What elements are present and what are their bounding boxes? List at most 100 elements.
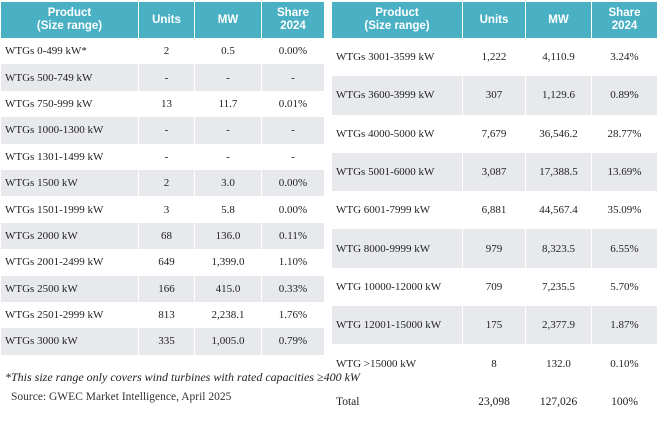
header-units: Units [463,2,526,38]
cell-units: 175 [463,306,526,345]
table-row: WTGs 3000 kW 335 1,005.0 0.79% [1,328,324,355]
table-row: WTGs 1501-1999 kW 3 5.8 0.00% [1,196,324,223]
total-row: Total 23,098 127,026 100% [332,382,657,421]
cell-share: 0.01% [262,90,324,118]
cell-share: 1.87% [592,306,657,345]
header-product-label: Product [375,7,419,19]
cell-share: 1.76% [262,301,324,329]
cell-product: WTGs 3001-3599 kW [332,38,463,77]
total-product: Total [332,382,463,421]
cell-share: - [262,117,324,144]
total-units: 23,098 [463,382,526,421]
cell-units: 649 [139,249,195,276]
cell-mw: 7,235.5 [526,267,592,307]
cell-mw: 44,567.4 [526,191,592,230]
cell-product: WTG 10000-12000 kW [332,267,463,307]
cell-mw: 415.0 [195,275,262,302]
cell-share: 0.00% [262,169,324,197]
cell-units: 813 [139,301,195,329]
cell-mw: 3.0 [195,169,262,197]
cell-mw: 132.0 [526,344,592,383]
table-row: WTGs 2000 kW 68 136.0 0.11% [1,222,324,250]
cell-share: 0.00% [262,196,324,223]
cell-units: 307 [463,76,526,115]
cell-product: WTGs 1000-1300 kW [1,117,139,144]
table-row: WTGs 3001-3599 kW 1,222 4,110.9 3.24% [332,38,657,77]
cell-product: WTGs 3600-3999 kW [332,76,463,115]
cell-units: 8 [463,344,526,383]
total-mw: 127,026 [526,382,592,421]
cell-share: 13.69% [592,152,657,192]
table-row: WTGs 2501-2999 kW 813 2,238.1 1.76% [1,301,324,329]
cell-product: WTG 12001-15000 kW [332,306,463,345]
table-row: WTGs 750-999 kW 13 11.7 0.01% [1,90,324,118]
header-product-label: Product [47,7,92,19]
table-row: WTGs 3600-3999 kW 307 1,129.6 0.89% [332,76,657,115]
header-product-sub: (Size range) [364,20,430,32]
header-share-label: Share [277,7,309,19]
cell-product: WTGs 1500 kW [1,169,139,197]
cell-product: WTGs 750-999 kW [1,90,139,118]
table-row: WTGs 500-749 kW - - - [1,64,324,91]
cell-share: 1.10% [262,249,324,276]
cell-units: - [139,117,195,144]
table-row: WTGs 4000-5000 kW 7,679 36,546.2 28.77% [332,114,657,153]
cell-share: 28.77% [592,114,657,153]
table-row: WTG 10000-12000 kW 709 7,235.5 5.70% [332,267,657,307]
cell-units: 979 [463,229,526,268]
header-share-year: 2024 [611,20,638,32]
source-note: Source: GWEC Market Intelligence, April … [11,391,232,403]
header-share: Share 2024 [262,2,324,38]
header-product: Product (Size range) [332,2,463,38]
table-row: WTGs 0-499 kW* 2 0.5 0.00% [1,38,324,65]
cell-mw: 2,238.1 [195,301,262,329]
cell-product: WTGs 1501-1999 kW [1,196,139,223]
table-row: WTG 6001-7999 kW 6,881 44,567.4 35.09% [332,191,657,230]
cell-mw: 11.7 [195,90,262,118]
cell-product: WTG 8000-9999 kW [332,229,463,268]
cell-share: 0.33% [262,275,324,302]
table-row: WTGs 1000-1300 kW - - - [1,117,324,144]
cell-product: WTGs 5001-6000 kW [332,152,463,192]
cell-mw: 136.0 [195,222,262,250]
header-mw: MW [526,2,592,38]
cell-mw: - [195,117,262,144]
cell-product: WTGs 2500 kW [1,275,139,302]
cell-units: 1,222 [463,38,526,77]
cell-share: 5.70% [592,267,657,307]
table-header-row: Product (Size range) Units MW Share 2024 [332,2,657,38]
cell-product: WTGs 2001-2499 kW [1,249,139,276]
header-mw: MW [195,2,262,38]
table-row: WTGs 5001-6000 kW 3,087 17,388.5 13.69% [332,152,657,192]
cell-units: 335 [139,328,195,355]
cell-units: 3 [139,196,195,223]
table-row: WTG 8000-9999 kW 979 8,323.5 6.55% [332,229,657,268]
cell-share: - [262,143,324,170]
cell-mw: 0.5 [195,38,262,65]
cell-units: 3,087 [463,152,526,192]
cell-product: WTGs 2000 kW [1,222,139,250]
header-share-year: 2024 [280,20,306,32]
cell-product: WTGs 0-499 kW* [1,38,139,65]
header-share: Share 2024 [592,2,657,38]
table-row: WTGs 2500 kW 166 415.0 0.33% [1,275,324,302]
cell-share: 0.79% [262,328,324,355]
cell-share: 0.11% [262,222,324,250]
cell-share: 35.09% [592,191,657,230]
cell-units: 2 [139,38,195,65]
header-product: Product (Size range) [1,2,139,38]
cell-mw: 1,005.0 [195,328,262,355]
table-row: WTG 12001-15000 kW 175 2,377.9 1.87% [332,306,657,345]
total-share: 100% [592,382,657,421]
table-row: WTG >15000 kW 8 132.0 0.10% [332,344,657,383]
cell-product: WTG 6001-7999 kW [332,191,463,230]
cell-product: WTGs 4000-5000 kW [332,114,463,153]
cell-mw: 36,546.2 [526,114,592,153]
size-range-table-left: Product (Size range) Units MW Share 2024 W… [1,2,324,355]
cell-mw: 1,399.0 [195,249,262,276]
size-range-table-right: Product (Size range) Units MW Share 2024 W… [332,2,657,421]
table-row: WTGs 1500 kW 2 3.0 0.00% [1,169,324,197]
cell-units: 13 [139,90,195,118]
cell-share: 0.00% [262,38,324,65]
cell-units: 7,679 [463,114,526,153]
